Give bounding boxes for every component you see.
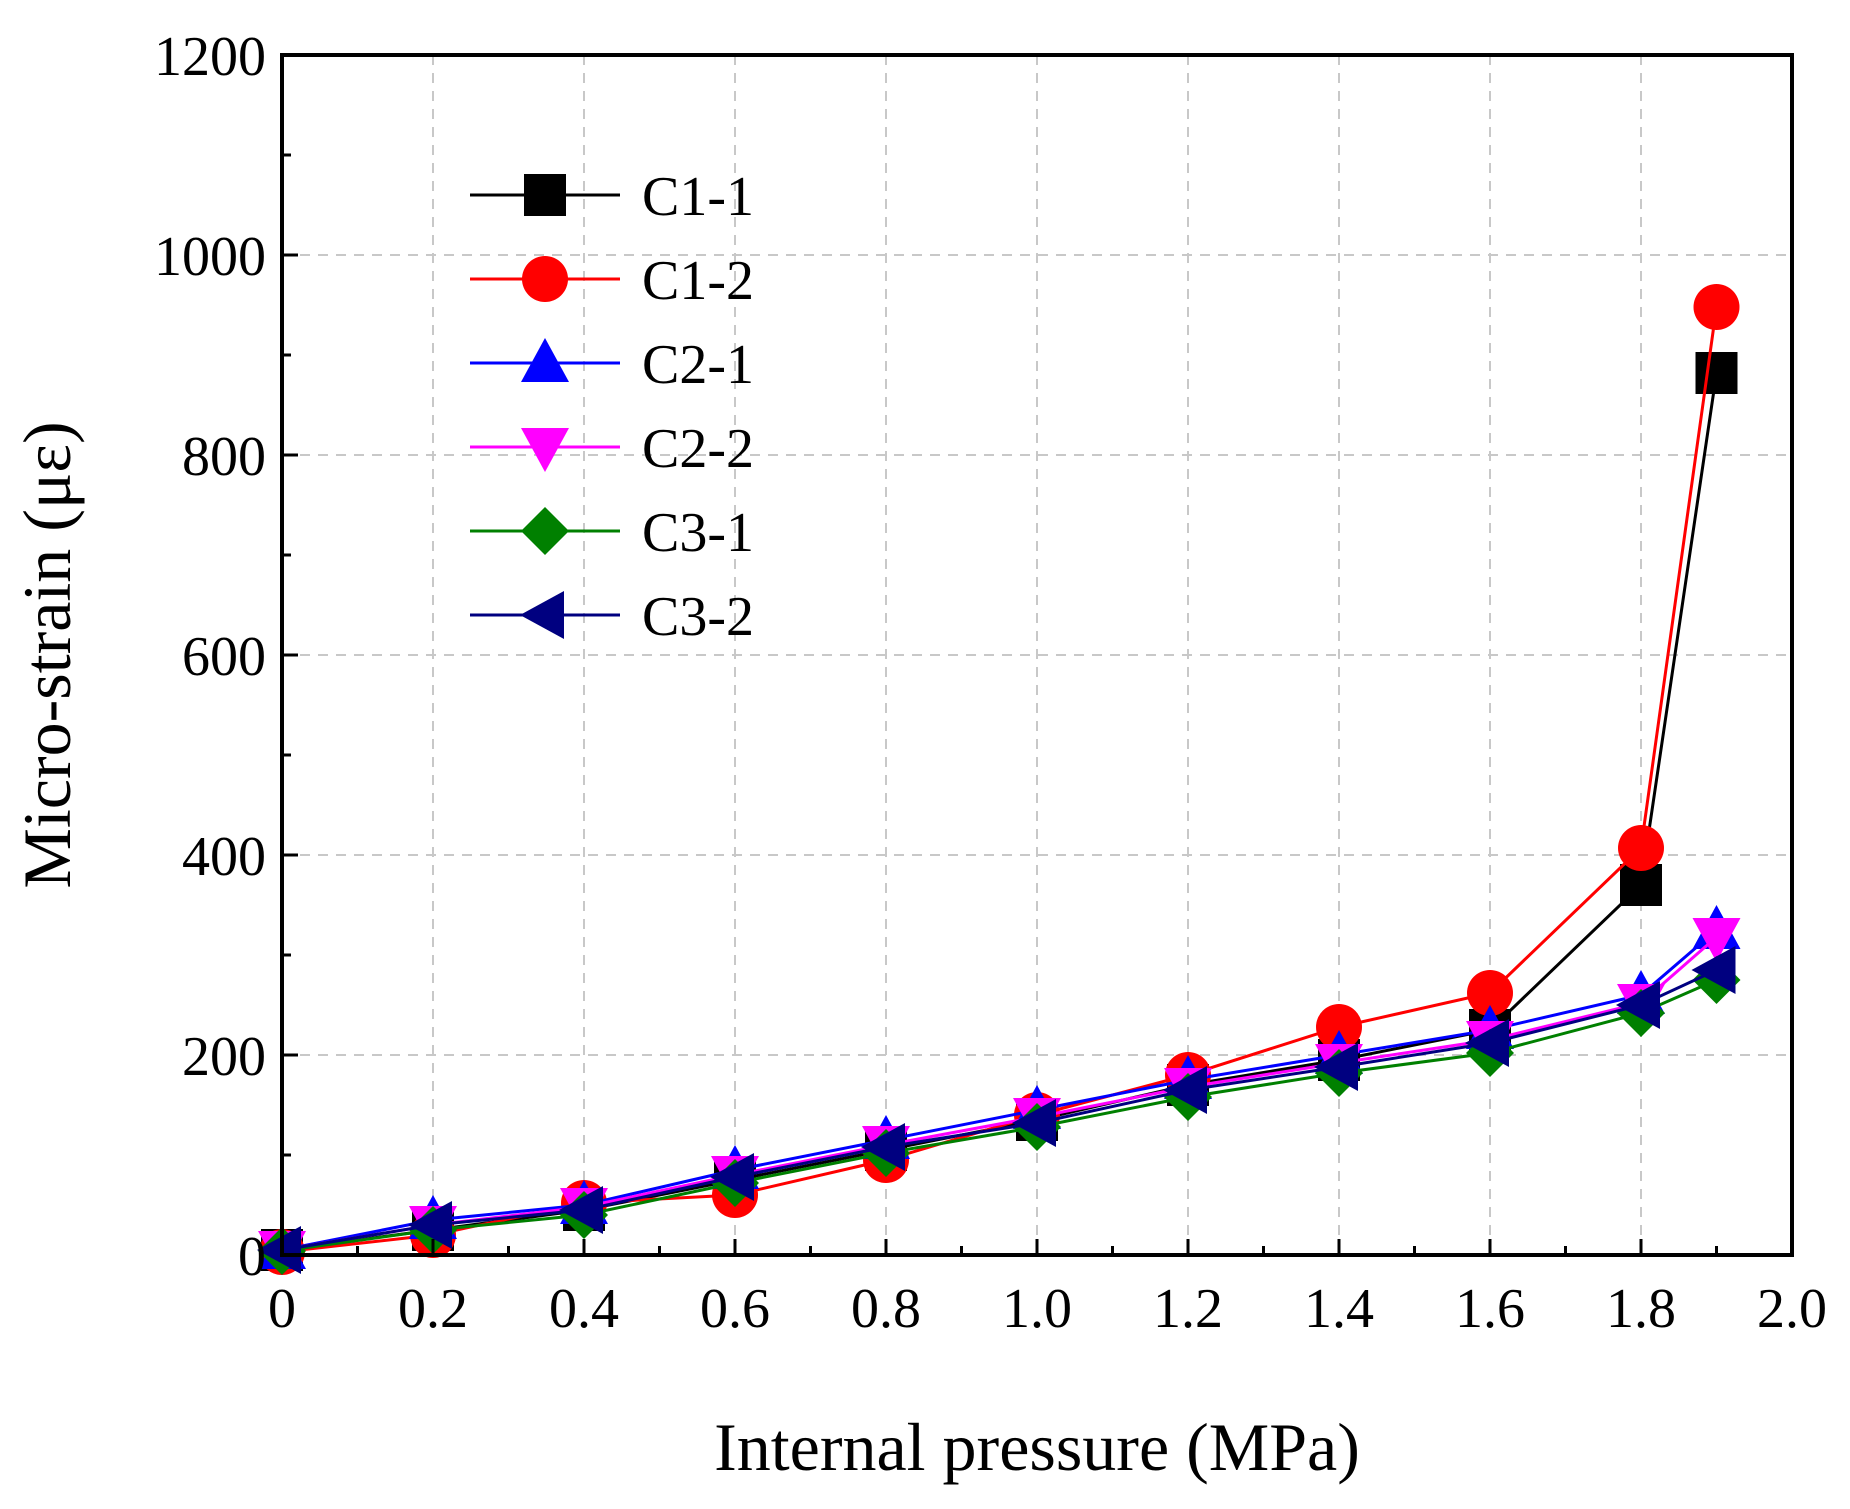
x-tick-label: 2.0 [1757, 1278, 1827, 1340]
x-tick-label: 1.6 [1455, 1278, 1525, 1340]
x-tick-label: 1.8 [1606, 1278, 1676, 1340]
y-tick-label: 400 [182, 826, 266, 888]
y-tick-label: 600 [182, 626, 266, 688]
data-point [1692, 918, 1741, 962]
legend-label: C2-1 [642, 334, 754, 396]
x-tick-label: 0.6 [700, 1278, 770, 1340]
x-tick-label: 0.2 [398, 1278, 468, 1340]
data-point [861, 1123, 905, 1171]
y-tick-label: 0 [238, 1226, 266, 1288]
y-tick-label: 1200 [154, 26, 266, 88]
data-point [1467, 970, 1513, 1016]
x-tick-label: 0.8 [851, 1278, 921, 1340]
legend-item-c2-2: C2-2 [470, 418, 754, 480]
x-tick-label: 1.0 [1002, 1278, 1072, 1340]
data-point [559, 1186, 603, 1234]
legend-marker [524, 174, 566, 216]
legend-label: C3-2 [642, 586, 754, 648]
legend-item-c1-2: C1-2 [470, 250, 754, 312]
legend-label: C1-2 [642, 250, 754, 312]
data-point [1695, 352, 1738, 394]
legend-marker [521, 428, 569, 472]
data-point [1163, 1066, 1207, 1114]
data-point [1616, 981, 1660, 1029]
legend-marker [522, 256, 568, 302]
legend-marker [520, 591, 564, 639]
data-point [1693, 284, 1740, 330]
data-point [257, 1226, 301, 1274]
series-c3-2 [257, 946, 1736, 1274]
data-point [1314, 1043, 1358, 1091]
data-point [1316, 1004, 1362, 1050]
grid [282, 55, 1792, 1255]
data-point [1465, 1019, 1509, 1067]
x-axis-title: Internal pressure (MPa) [714, 1409, 1360, 1485]
series-c2-1 [258, 905, 1741, 1269]
legend-item-c2-1: C2-1 [470, 334, 754, 396]
data-point [710, 1153, 754, 1201]
series-layer [257, 284, 1741, 1275]
data-point [1012, 1099, 1056, 1147]
x-tick-label: 1.2 [1153, 1278, 1223, 1340]
y-tick-label: 200 [182, 1026, 266, 1088]
data-point [1618, 825, 1664, 871]
legend-label: C1-1 [642, 166, 754, 228]
legend-marker [521, 338, 569, 382]
legend-label: C3-1 [642, 502, 754, 564]
data-point [408, 1201, 452, 1249]
legend: C1-1 C1-2 C2-1 C2-2 C3-1 C3-2 [470, 166, 754, 648]
x-tick-label: 1.4 [1304, 1278, 1374, 1340]
legend-marker [521, 507, 569, 555]
legend-item-c3-1: C3-1 [470, 502, 754, 564]
series-line [281, 306, 1718, 1254]
data-point [1691, 946, 1736, 994]
y-axis-title: Micro-strain (με) [9, 421, 85, 888]
y-tick-label: 800 [182, 426, 266, 488]
axes: 0 0.2 0.4 0.6 0.8 1.0 1.2 1.4 1.6 1.8 2.0 0 200 400 60… [154, 26, 1827, 1340]
legend-label: C2-2 [642, 418, 754, 480]
series-c1-2 [259, 284, 1740, 1275]
x-tick-label: 0 [268, 1278, 296, 1340]
legend-item-c3-2: C3-2 [470, 586, 754, 648]
y-tick-label: 1000 [154, 226, 266, 288]
legend-item-c1-1: C1-1 [470, 166, 754, 228]
x-tick-label: 0.4 [549, 1278, 619, 1340]
